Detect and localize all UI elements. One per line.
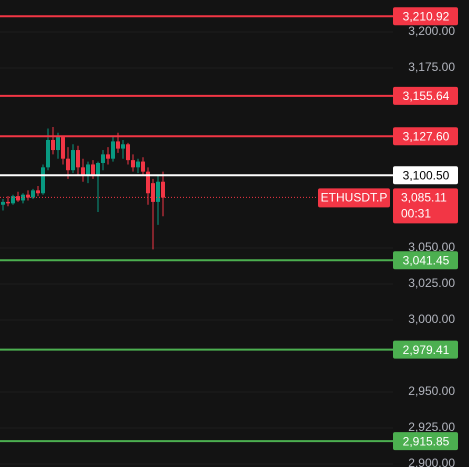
y-tick-label: 3,000.00 bbox=[408, 312, 455, 326]
candle-body bbox=[71, 150, 75, 171]
candle-body bbox=[1, 201, 5, 205]
candle-body bbox=[111, 141, 115, 159]
candle-body bbox=[46, 139, 50, 168]
candle-body bbox=[106, 154, 110, 159]
price-line-tag bbox=[393, 432, 458, 451]
candle-body bbox=[61, 137, 65, 159]
price-line-tag bbox=[393, 127, 458, 146]
candle-body bbox=[26, 194, 30, 198]
candle-body bbox=[91, 164, 95, 175]
candle-body bbox=[76, 150, 80, 168]
y-tick-label: 2,925.00 bbox=[408, 420, 455, 434]
symbol-label: ETHUSDT.P bbox=[321, 191, 388, 205]
candle-body bbox=[66, 158, 70, 171]
candle-body bbox=[136, 161, 140, 168]
price-line-tag bbox=[393, 86, 458, 105]
candle-body bbox=[156, 181, 160, 202]
candle-body bbox=[51, 139, 55, 151]
candle-body bbox=[16, 196, 20, 201]
candle-body bbox=[11, 196, 15, 204]
price-line-label: 2,979.41 bbox=[403, 343, 450, 357]
candle-body bbox=[101, 154, 105, 164]
candle-body bbox=[141, 161, 145, 172]
candle-body bbox=[56, 137, 60, 151]
y-tick-label: 3,200.00 bbox=[408, 24, 455, 38]
candle-body bbox=[161, 181, 165, 198]
price-line-label: 2,915.85 bbox=[403, 434, 450, 448]
price-line-tag bbox=[393, 7, 458, 26]
countdown-label: 00:31 bbox=[401, 207, 431, 221]
price-line-label: 3,127.60 bbox=[403, 129, 450, 143]
y-tick-label: 3,050.00 bbox=[408, 240, 455, 254]
y-tick-label: 2,950.00 bbox=[408, 384, 455, 398]
price-line-tag bbox=[393, 166, 458, 185]
last-price-label: 3,085.11 bbox=[401, 191, 447, 205]
price-line-label: 3,100.50 bbox=[403, 168, 450, 182]
candle-body bbox=[31, 190, 35, 198]
candle-body bbox=[151, 183, 155, 202]
candle-body bbox=[36, 190, 40, 194]
candle-body bbox=[121, 144, 125, 149]
candle-body bbox=[81, 167, 85, 176]
candle-body bbox=[41, 167, 45, 194]
price-line-label: 3,210.92 bbox=[403, 9, 450, 23]
symbol-tag bbox=[318, 188, 390, 208]
candle-body bbox=[126, 144, 130, 161]
candle-body bbox=[21, 194, 25, 201]
candle-body bbox=[116, 141, 120, 149]
price-line-label: 3,155.64 bbox=[403, 89, 450, 103]
candle-body bbox=[6, 201, 10, 204]
last-price-tag bbox=[393, 188, 458, 224]
candle-body bbox=[96, 163, 100, 175]
candle-body bbox=[131, 160, 135, 168]
price-line-tag bbox=[393, 340, 458, 359]
candle-body bbox=[146, 171, 150, 194]
candle-body bbox=[86, 164, 90, 176]
y-tick-label: 3,175.00 bbox=[408, 60, 455, 74]
y-tick-label: 3,025.00 bbox=[408, 276, 455, 290]
price-line-tag bbox=[393, 251, 458, 270]
price-line-label: 3,041.45 bbox=[403, 253, 450, 267]
y-tick-label: 2,900.00 bbox=[408, 456, 455, 467]
